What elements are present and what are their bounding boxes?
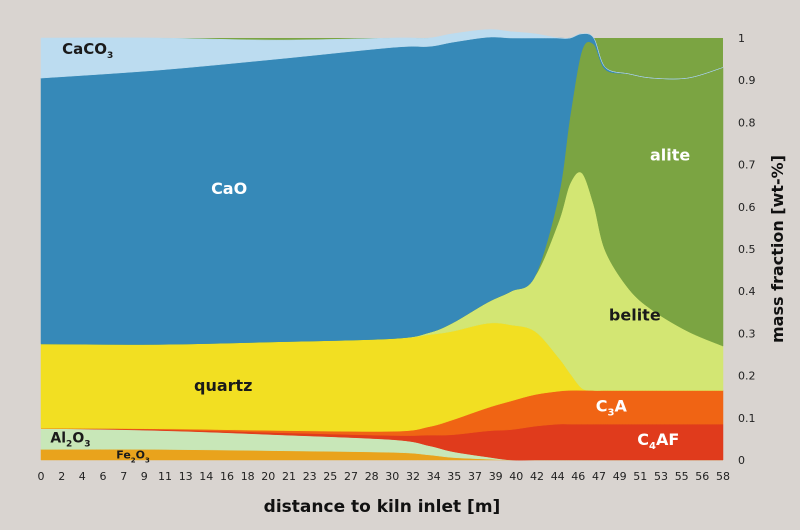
x-tick-label: 49 [613, 470, 627, 483]
y-tick-label: 0.4 [738, 285, 756, 298]
x-tick-label: 6 [100, 470, 107, 483]
label-fe2o3: Fe2O3 [116, 449, 150, 465]
x-tick-label: 55 [675, 470, 689, 483]
x-tick-label: 32 [406, 470, 420, 483]
x-tick-label: 56 [695, 470, 709, 483]
x-tick-label: 30 [385, 470, 399, 483]
x-tick-label: 9 [141, 470, 148, 483]
x-tick-label: 14 [199, 470, 213, 483]
label-quartz: quartz [194, 376, 253, 395]
y-tick-label: 0.7 [738, 159, 756, 172]
y-tick-label: 0.5 [738, 243, 756, 256]
y-tick-label: 0.6 [738, 201, 756, 214]
x-axis-title: distance to kiln inlet [m] [264, 497, 501, 517]
x-tick-label: 40 [509, 470, 523, 483]
label-al2o3: Al2O3 [50, 430, 90, 449]
x-tick-label: 34 [427, 470, 441, 483]
x-axis-ticks: 0 2 4 6 7 9 11 13 14 16 18 20 21 23 25 27 28 30 32 34 35 37 39… [38, 470, 731, 483]
x-tick-label: 27 [344, 470, 358, 483]
x-tick-label: 37 [468, 470, 482, 483]
x-tick-label: 18 [241, 470, 255, 483]
x-tick-label: 7 [120, 470, 127, 483]
x-tick-label: 44 [551, 470, 565, 483]
x-tick-label: 20 [261, 470, 275, 483]
label-c3a: C3A [596, 396, 628, 418]
x-tick-label: 2 [58, 470, 65, 483]
x-tick-label: 42 [530, 470, 544, 483]
x-tick-label: 21 [282, 470, 296, 483]
y-tick-label: 0.9 [738, 74, 756, 87]
y-axis-title: mass fraction [wt-%] [768, 155, 787, 343]
y-tick-label: 0.3 [738, 327, 756, 340]
x-tick-label: 46 [571, 470, 585, 483]
x-tick-label: 53 [654, 470, 668, 483]
x-tick-label: 51 [633, 470, 647, 483]
area-caco3 [40, 29, 724, 80]
x-tick-label: 28 [365, 470, 379, 483]
y-tick-label: 0.8 [738, 116, 756, 129]
label-caco3: CaCO3 [62, 40, 113, 61]
x-tick-label: 11 [158, 470, 172, 483]
x-tick-label: 0 [38, 470, 45, 483]
x-tick-label: 4 [79, 470, 86, 483]
y-tick-label: 0.1 [738, 412, 756, 425]
y-axis-ticks: 0 0.1 0.2 0.3 0.4 0.5 0.6 0.7 0.8 0.9 1 [738, 32, 756, 467]
y-tick-label: 0.2 [738, 370, 756, 383]
y-tick-label: 1 [738, 32, 745, 45]
label-alite: alite [650, 145, 690, 164]
x-tick-label: 39 [489, 470, 503, 483]
x-tick-label: 47 [592, 470, 606, 483]
label-c4af: C4AF [637, 430, 679, 452]
x-tick-label: 25 [323, 470, 337, 483]
label-cao: CaO [211, 179, 247, 198]
label-belite: belite [609, 306, 661, 325]
x-tick-label: 13 [179, 470, 193, 483]
series-label-layer: Fe2O3 Al2O3 C4AF C3A quartz belite alite CaO CaC… [50, 40, 690, 465]
x-tick-label: 23 [303, 470, 317, 483]
area-layer [40, 29, 724, 461]
y-tick-label: 0 [738, 454, 745, 467]
x-tick-label: 16 [220, 470, 234, 483]
x-tick-label: 58 [716, 470, 730, 483]
x-tick-label: 35 [447, 470, 461, 483]
